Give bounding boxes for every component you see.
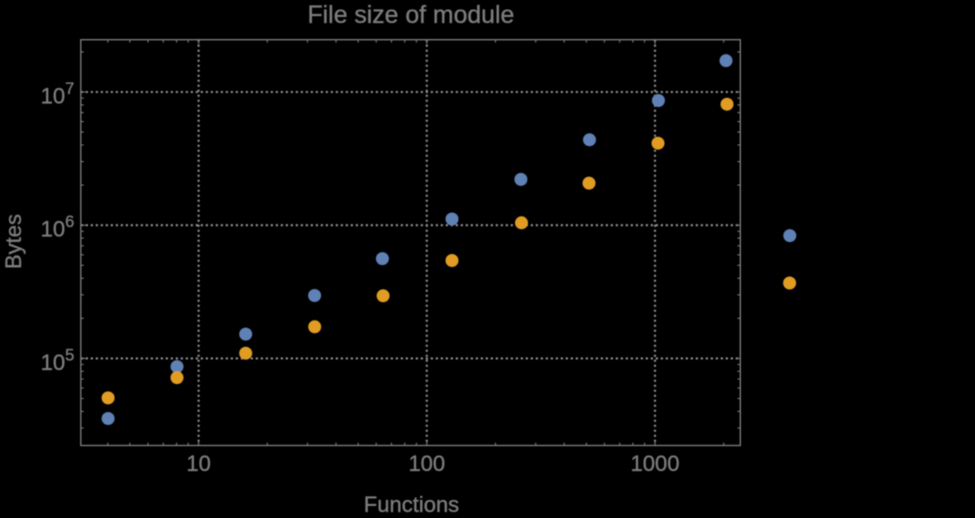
svg-text:Functions: Functions (364, 492, 459, 513)
svg-text:105: 105 (41, 346, 75, 375)
svg-text:1000: 1000 (631, 451, 680, 476)
svg-text:100: 100 (408, 451, 445, 476)
svg-text:File size of module: File size of module (308, 2, 515, 29)
svg-text:Bytes: Bytes (1, 214, 26, 269)
svg-text:10: 10 (186, 451, 210, 476)
